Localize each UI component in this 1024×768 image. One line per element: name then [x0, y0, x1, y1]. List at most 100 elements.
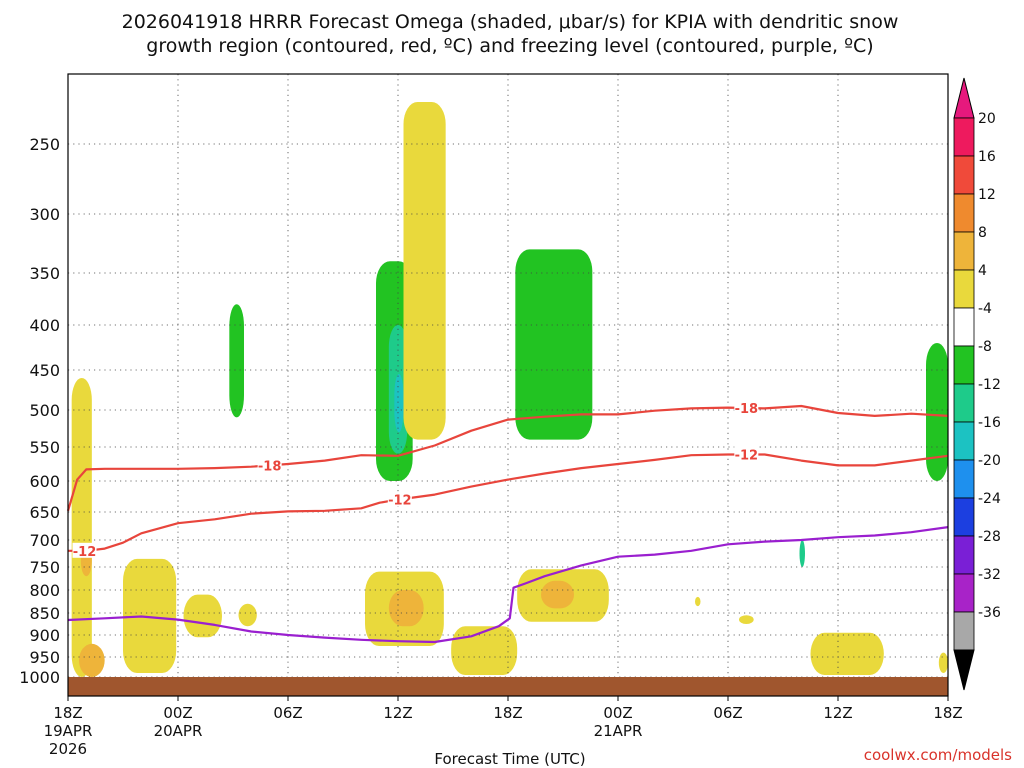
omega-cell-16	[388, 590, 424, 627]
omega-cell-31	[739, 615, 754, 624]
colorbar-swatch	[953, 611, 975, 651]
colorbar-swatch	[953, 193, 975, 233]
colorbar-swatch	[953, 459, 975, 499]
isotherm-contours: -18 -18 -12 -12 -12	[66, 400, 949, 644]
contour-label-bg	[734, 446, 759, 462]
colorbar-label: -32	[978, 567, 1001, 583]
x-tick-date: 20APR	[154, 722, 203, 740]
omega-cell-6	[121, 460, 125, 494]
y-tick-label: 400	[29, 316, 60, 335]
colorbar-legend: 20 16 12 8 4 -4 -8 -12 -16 -20 -24 -28 -32 -36	[953, 77, 1001, 691]
colorbar-label: 12	[978, 187, 996, 203]
omega-cell-29	[841, 556, 903, 616]
pressure-axis: 250 300 350 400 450 500 550 600 650 700 750 800 850 9…	[19, 135, 60, 687]
omega-cell-25	[724, 540, 767, 586]
colorbar-swatch	[953, 497, 975, 537]
colorbar-label: 8	[978, 225, 987, 241]
chart-title-line-2: growth region (contoured, red, ºC) and f…	[146, 35, 873, 57]
colorbar-label: -36	[978, 605, 1001, 621]
colorbar-swatch	[953, 269, 975, 309]
contour-label-bg	[734, 400, 759, 415]
colorbar-label: -28	[978, 529, 1001, 545]
colorbar-label: -12	[978, 377, 1001, 393]
credit-link[interactable]: coolwx.com/models	[864, 746, 1012, 764]
omega-cell-24	[722, 237, 743, 378]
colorbar-swatch	[953, 231, 975, 271]
colorbar-label: -8	[978, 339, 992, 355]
omega-cell-32	[695, 596, 701, 607]
x-tick-label: 18Z	[493, 704, 522, 722]
omega-cell-27	[799, 540, 805, 567]
omega-cell-35	[938, 652, 948, 673]
chart-title-line-1: 2026041918 HRRR Forecast Omega (shaded, …	[122, 11, 899, 33]
omega-cell-13	[394, 374, 404, 433]
colorbar-label: 16	[978, 149, 996, 165]
colorbar-top-arrow	[953, 77, 975, 119]
contour-label: -12	[735, 448, 759, 463]
omega-cell-0	[71, 378, 92, 677]
colorbar-swatch	[953, 535, 975, 575]
colorbar-label: -4	[978, 301, 992, 317]
colorbar-bottom-arrow	[953, 649, 975, 691]
colorbar-label: 4	[978, 263, 987, 279]
contour-label-bg	[72, 542, 97, 558]
colorbar-swatch	[953, 383, 975, 423]
omega-cell-7	[216, 267, 279, 549]
colorbar-swatch	[953, 155, 975, 195]
x-tick-label: 18Z	[53, 704, 82, 722]
colorbar-swatch	[953, 117, 975, 157]
x-tick-label: 12Z	[823, 704, 852, 722]
y-tick-label: 1000	[19, 668, 60, 687]
y-tick-label: 900	[29, 626, 60, 645]
y-tick-label: 750	[29, 558, 60, 577]
y-tick-label: 800	[29, 581, 60, 600]
colorbar-label: -24	[978, 491, 1001, 507]
colorbar-swatch	[953, 421, 975, 461]
omega-cell-20	[522, 643, 578, 665]
colorbar-swatch	[953, 345, 975, 385]
omega-cell-17	[451, 626, 518, 675]
colorbar-swatch	[953, 573, 975, 613]
contour-label-bg	[387, 491, 412, 507]
omega-cell-3	[123, 558, 177, 673]
y-tick-label: 250	[29, 135, 60, 154]
y-tick-label: 450	[29, 361, 60, 380]
colorbar-label: 20	[978, 111, 996, 127]
omega-cell-4	[183, 594, 222, 638]
x-tick-year: 2026	[49, 740, 87, 758]
contour-label: -12	[388, 493, 412, 508]
series-line-1	[68, 453, 949, 552]
x-tick-label: 00Z	[603, 704, 632, 722]
omega-cell-23	[610, 481, 617, 512]
x-tick-label: 18Z	[933, 704, 962, 722]
colorbar-label: -20	[978, 453, 1001, 469]
omega-cell-1	[79, 643, 105, 677]
x-tick-label: 12Z	[383, 704, 412, 722]
omega-cell-19	[515, 249, 593, 440]
y-tick-label: 950	[29, 648, 60, 667]
x-tick-date: 21APR	[594, 722, 643, 740]
contour-label-bg	[257, 457, 282, 473]
omega-cell-14	[403, 102, 446, 440]
contour-label: -18	[258, 459, 282, 474]
series-line-0	[66, 404, 949, 512]
terrain-band	[68, 677, 948, 696]
x-tick-date: 19APR	[44, 722, 93, 740]
omega-cell-9	[300, 652, 329, 667]
y-tick-label: 600	[29, 472, 60, 491]
colorbar-swatch	[953, 307, 975, 347]
y-tick-label: 500	[29, 401, 60, 420]
contour-label: -18	[735, 402, 759, 417]
y-tick-label: 700	[29, 531, 60, 550]
y-tick-label: 550	[29, 438, 60, 457]
x-tick-label: 00Z	[163, 704, 192, 722]
plot-area: -18 -18 -12 -12 -12	[66, 73, 949, 697]
y-tick-label: 300	[29, 205, 60, 224]
x-tick-label: 06Z	[713, 704, 742, 722]
series-line-2	[67, 526, 949, 644]
omega-cell-22	[541, 580, 574, 609]
omega-shading-layer	[71, 102, 948, 677]
x-tick-label: 06Z	[273, 704, 302, 722]
